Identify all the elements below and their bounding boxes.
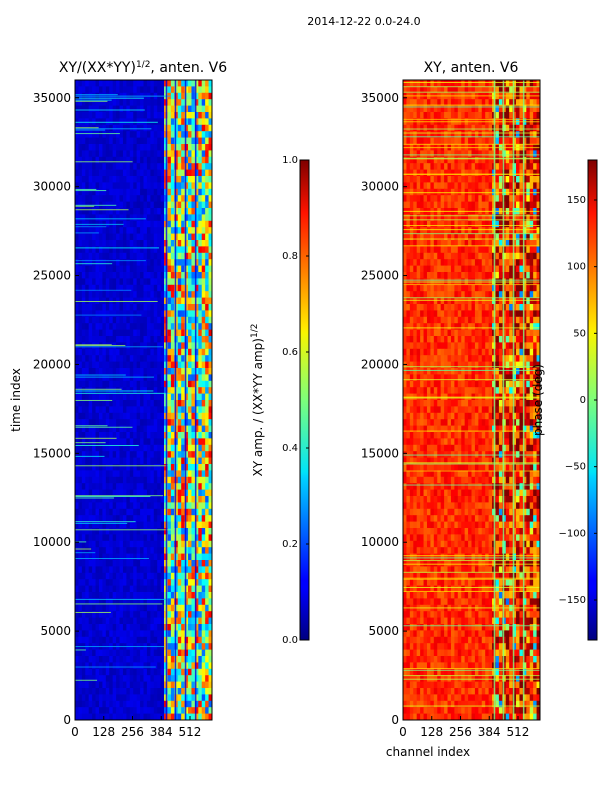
- y-tick-label: 5000: [368, 624, 399, 638]
- y-tick-label: 30000: [361, 180, 399, 194]
- x-tick-label: 384: [150, 725, 173, 739]
- colorbar-tick-label: 100: [567, 262, 586, 273]
- y-tick-label: 15000: [361, 446, 399, 460]
- y-tick-label: 20000: [361, 357, 399, 371]
- colorbar-tick-label: 0.0: [282, 635, 298, 646]
- right-colorbar: −150 −100 −50 0 50 100 150 phase (deg): [531, 159, 598, 641]
- colorbar-tick-label: 150: [567, 195, 586, 206]
- y-tick-label: 0: [63, 713, 71, 727]
- x-tick-label: 0: [71, 725, 79, 739]
- colorbar-tick-label: 50: [573, 328, 586, 339]
- colorbar-tick-label: 1.0: [282, 155, 298, 166]
- colorbar-tick-label: −50: [565, 462, 586, 473]
- left-colorbar-ticks: 0.0 0.2 0.4 0.6 0.8 1.0: [282, 155, 309, 646]
- colorbar-tick-label: −150: [559, 595, 586, 606]
- colorbar-tick-label: 0.8: [282, 251, 298, 262]
- colorbar-tick-label: −100: [559, 528, 586, 539]
- y-tick-label: 10000: [361, 535, 399, 549]
- y-tick-label: 15000: [33, 446, 71, 460]
- right-colorbar-label: phase (deg): [531, 364, 545, 436]
- left-panel: XY/(XX*YY)1/2, anten. V6 0 128 256 384 512 0 5…: [9, 60, 227, 739]
- colorbar-tick-label: 0.4: [282, 443, 298, 454]
- left-plot-frame: [74, 79, 213, 721]
- colorbar-tick-label: 0.6: [282, 347, 298, 358]
- right-plot-frame: [402, 79, 541, 721]
- left-title: XY/(XX*YY)1/2, anten. V6: [59, 60, 227, 76]
- y-tick-label: 30000: [33, 180, 71, 194]
- suptitle: 2014-12-22 0.0-24.0: [307, 15, 420, 28]
- left-ylabel: time index: [9, 368, 23, 432]
- x-tick-label: 0: [399, 725, 407, 739]
- left-colorbar-gradient: [299, 159, 310, 641]
- y-tick-label: 5000: [40, 624, 71, 638]
- right-xlabel: channel index: [386, 745, 470, 759]
- x-tick-label: 512: [507, 725, 530, 739]
- x-tick-label: 128: [420, 725, 443, 739]
- right-ticks: 0 128 256 384 512 0 5000 10000 15000 20000 25000 30…: [361, 91, 530, 739]
- left-heatmap: [75, 80, 212, 720]
- right-panel: XY, anten. V6 0 128 256 384 512 0 5000 10000 150…: [361, 60, 541, 759]
- x-tick-label: 256: [121, 725, 144, 739]
- y-tick-label: 25000: [33, 269, 71, 283]
- x-tick-label: 384: [478, 725, 501, 739]
- x-tick-label: 256: [449, 725, 472, 739]
- x-tick-label: 512: [179, 725, 202, 739]
- y-tick-label: 35000: [361, 91, 399, 105]
- y-tick-label: 20000: [33, 357, 71, 371]
- x-tick-label: 128: [92, 725, 115, 739]
- y-tick-label: 35000: [33, 91, 71, 105]
- right-heatmap: [403, 80, 540, 720]
- y-tick-label: 0: [391, 713, 399, 727]
- left-colorbar-label: XY amp. / (XX*YY amp)1/2: [250, 324, 265, 477]
- y-tick-label: 10000: [33, 535, 71, 549]
- right-title: XY, anten. V6: [424, 60, 519, 76]
- y-tick-label: 25000: [361, 269, 399, 283]
- left-ticks: 0 128 256 384 512 0 5000 10000 15000 20000 25000 30…: [33, 91, 202, 739]
- colorbar-tick-label: 0.2: [282, 539, 298, 550]
- colorbar-tick-label: 0: [580, 395, 586, 406]
- right-colorbar-ticks: −150 −100 −50 0 50 100 150: [559, 195, 597, 606]
- left-colorbar: 0.0 0.2 0.4 0.6 0.8 1.0 XY amp. / (XX*YY amp)…: [250, 155, 310, 646]
